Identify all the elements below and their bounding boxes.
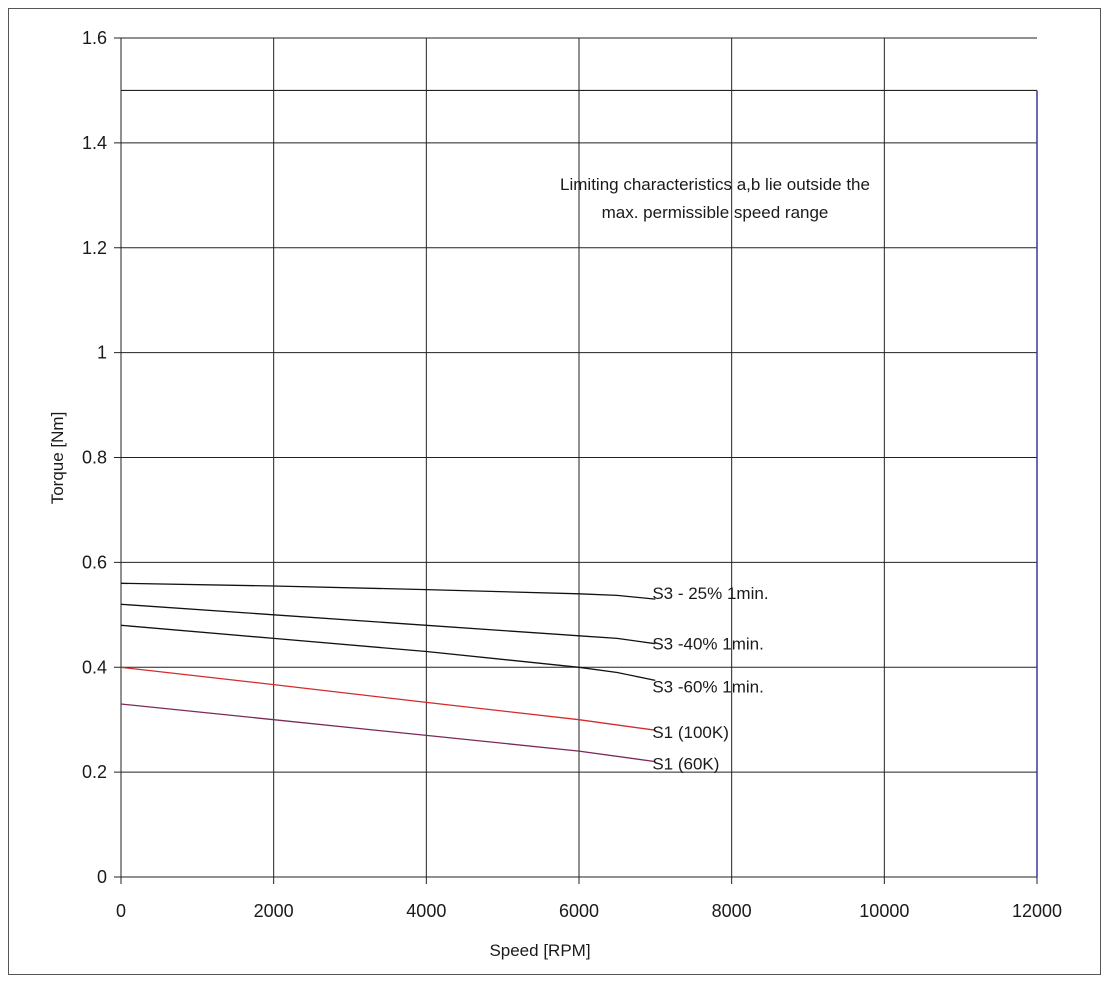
x-axis-title: Speed [RPM] <box>489 941 590 960</box>
y-tick-label: 0.6 <box>82 552 107 572</box>
series-line <box>120 603 656 645</box>
grid <box>114 37 1038 884</box>
series-label: S1 (60K) <box>652 755 719 774</box>
x-tick-label: 8000 <box>712 901 752 921</box>
x-tick-label: 10000 <box>859 901 909 921</box>
chart-frame <box>8 8 1101 975</box>
series-line <box>120 582 656 600</box>
x-tick-label: 4000 <box>406 901 446 921</box>
series-lines <box>120 582 656 763</box>
series-label: S3 -40% 1min. <box>652 635 764 654</box>
series-labels: S3 - 25% 1min. S3 -40% 1min. S3 -60% 1min.… <box>652 584 768 774</box>
annotation-line: max. permissible speed range <box>602 203 829 222</box>
y-tick-label: 0.8 <box>82 448 107 468</box>
y-tick-label: 1.6 <box>82 28 107 48</box>
x-tick-label: 0 <box>116 901 126 921</box>
series-label: S3 - 25% 1min. <box>652 584 768 603</box>
series-line <box>120 624 656 682</box>
series-label: S1 (100K) <box>652 723 729 742</box>
y-axis-title: Torque [Nm] <box>48 412 67 505</box>
annotation: Limiting characteristics a,b lie outside… <box>560 175 870 222</box>
series-label: S3 -60% 1min. <box>652 677 764 696</box>
tick-labels: 0 0.2 0.4 0.6 0.8 1 1.2 1.4 1.6 0 2000 4000 6000 8000… <box>82 28 1062 921</box>
max-speed-boundary <box>121 89 1038 877</box>
y-tick-label: 1.4 <box>82 133 107 153</box>
y-tick-label: 1 <box>97 343 107 363</box>
y-tick-label: 0.4 <box>82 657 107 677</box>
annotation-line: Limiting characteristics a,b lie outside… <box>560 175 870 194</box>
x-tick-label: 12000 <box>1012 901 1062 921</box>
series-line <box>120 703 656 763</box>
y-tick-label: 0.2 <box>82 762 107 782</box>
x-tick-label: 2000 <box>254 901 294 921</box>
y-tick-label: 1.2 <box>82 238 107 258</box>
x-tick-label: 6000 <box>559 901 599 921</box>
y-tick-label: 0 <box>97 867 107 887</box>
series-line <box>120 666 656 731</box>
